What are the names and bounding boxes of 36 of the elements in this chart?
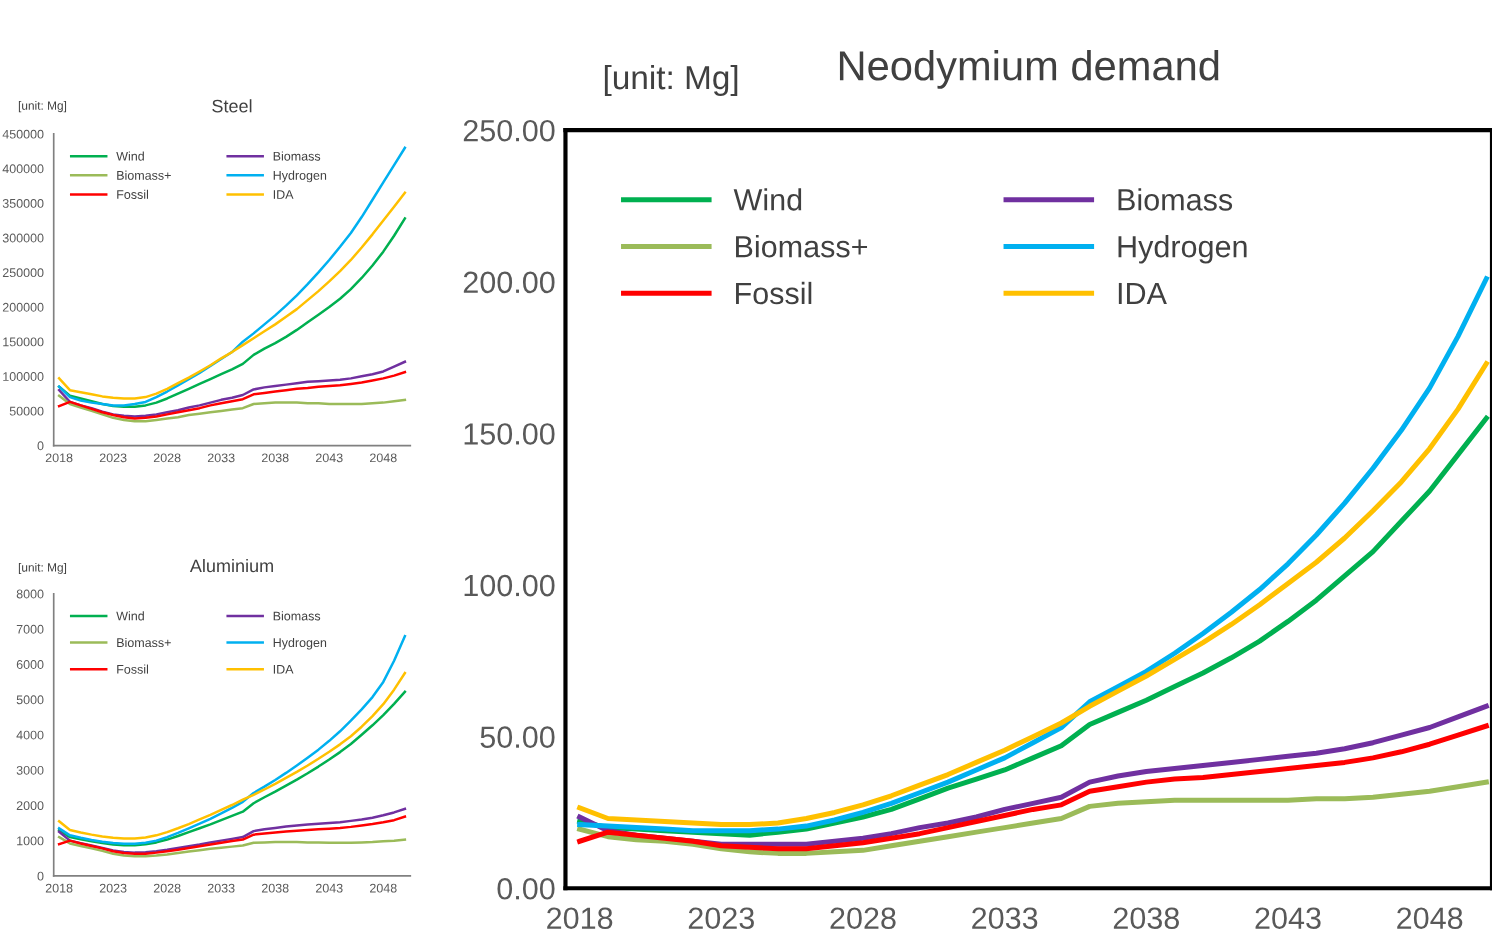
x-tick-label: 2038 bbox=[1113, 907, 1179, 930]
y-tick-label: 250.00 bbox=[463, 119, 555, 142]
y-tick-label: 150.00 bbox=[464, 423, 555, 445]
chart-title: Neodymium demand bbox=[839, 49, 1219, 89]
line-series bbox=[57, 815, 407, 855]
x-tick-label: 2043 bbox=[1255, 907, 1321, 930]
legend-label: IDA bbox=[1118, 282, 1167, 304]
legend-label: Wind bbox=[733, 188, 802, 211]
y-tick-label: 0.00 bbox=[497, 877, 555, 900]
chart-title: Steel bbox=[212, 99, 252, 113]
chart-title: Aluminium bbox=[189, 559, 273, 573]
line-series bbox=[57, 394, 407, 423]
line-series bbox=[57, 146, 407, 407]
line-series bbox=[57, 807, 407, 854]
line-series bbox=[57, 370, 407, 420]
line-series bbox=[57, 191, 407, 400]
line-series bbox=[57, 360, 407, 418]
x-tick-label: 2048 bbox=[1397, 907, 1463, 930]
y-tick-label: 200.00 bbox=[463, 271, 555, 294]
line-series bbox=[577, 276, 1489, 834]
legend-label: Biomass+ bbox=[736, 235, 868, 258]
legend-label: Hydrogen bbox=[1118, 235, 1247, 264]
y-tick-label: 100.00 bbox=[464, 574, 555, 597]
x-tick-label: 2023 bbox=[688, 907, 754, 930]
x-tick-label: 2018 bbox=[547, 907, 613, 930]
y-tick-label: 50.00 bbox=[480, 726, 555, 748]
x-tick-label: 2033 bbox=[972, 907, 1038, 930]
legend-label: Fossil bbox=[736, 281, 812, 305]
line-series bbox=[577, 723, 1489, 852]
line-series bbox=[57, 835, 407, 858]
legend-label: Biomass bbox=[1118, 188, 1233, 211]
line-series bbox=[577, 779, 1489, 856]
y-axis-title: [unit: Mg] bbox=[604, 64, 738, 97]
line-series bbox=[57, 217, 407, 409]
line-series bbox=[57, 634, 407, 846]
x-tick-label: 2028 bbox=[830, 907, 896, 930]
